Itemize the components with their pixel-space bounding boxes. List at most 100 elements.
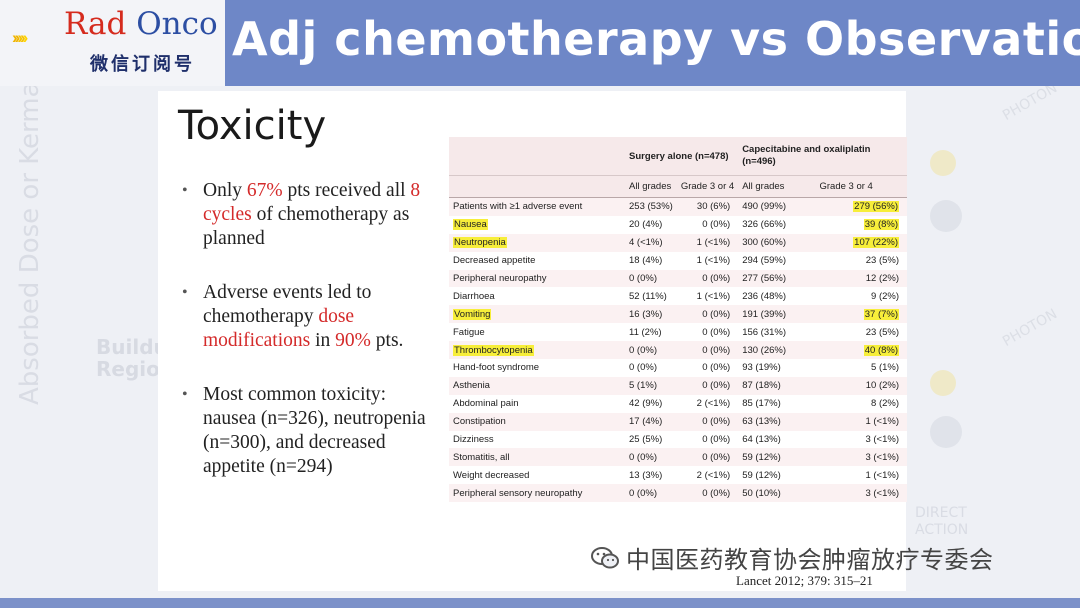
background-circle-2 <box>930 200 962 232</box>
table-cell: 0 (0%) <box>625 341 677 360</box>
bullet-text: of chemotherapy as planned <box>203 204 410 249</box>
table-cell: 8 (2%) <box>815 394 907 413</box>
table-row: Stomatitis, all 0 (0%) 0 (0%) 59 (12%) 3 (<1… <box>449 448 907 467</box>
table-row-label: Peripheral sensory neuropathy <box>449 484 625 503</box>
table-cell: 16 (3%) <box>625 305 677 324</box>
table-cell: 253 (53%) <box>625 197 677 216</box>
logo: ››››› Rad Onco 微信订阅号 <box>0 0 225 86</box>
table-cell: 156 (31%) <box>738 323 816 342</box>
table-row: Patients with ≥1 adverse event 253 (53%) 3… <box>449 197 907 216</box>
table-cell: 0 (0%) <box>676 448 739 467</box>
table-cell: 1 (<1%) <box>815 466 907 485</box>
table-cell: 59 (12%) <box>738 448 816 467</box>
table-group-header-surgery: Surgery alone (n=478) <box>625 137 739 176</box>
cell-value: 0 (0%) <box>702 344 731 356</box>
bullet-text: in <box>310 330 336 351</box>
cell-value: 13 (3%) <box>629 469 663 481</box>
table-cell: 3 (<1%) <box>815 448 907 467</box>
cell-value: 0 (0%) <box>629 362 657 374</box>
table-row: Nausea 20 (4%) 0 (0%) 326 (66%) 39 (8%) <box>449 215 907 234</box>
table-row: Decreased appetite 18 (4%) 1 (<1%) 294 (59%… <box>449 251 907 270</box>
table-cell: 4 (<1%) <box>625 233 677 252</box>
table-cell: 5 (1%) <box>625 376 677 395</box>
row-label-text: Diarrhoea <box>453 290 495 302</box>
cell-value: 3 (<1%) <box>865 451 899 463</box>
cell-value: 50 (10%) <box>742 487 781 499</box>
table-cell: 64 (13%) <box>738 430 816 449</box>
wechat-icon <box>590 546 620 576</box>
table-row-label: Weight decreased <box>449 466 625 485</box>
bullet-item: • Most common toxicity: nausea (n=326), n… <box>180 383 442 479</box>
table-subheader-blank <box>449 175 625 198</box>
watermark-text: 中国医药教育协会肿瘤放疗专委会 <box>626 546 994 574</box>
table-cell: 0 (0%) <box>625 448 677 467</box>
cell-value: 0 (0%) <box>702 380 731 392</box>
cell-value: 23 (5%) <box>865 255 899 267</box>
watermark: 中国医药教育协会肿瘤放疗专委会 <box>590 540 994 576</box>
table-row-label: Stomatitis, all <box>449 448 625 467</box>
bullet-emphasis: 90% <box>335 330 371 351</box>
cell-value: 2 (<1%) <box>696 398 731 410</box>
cell-value: 191 (39%) <box>742 308 787 320</box>
cell-value: 279 (56%) <box>853 201 899 213</box>
table-cell: 0 (0%) <box>676 359 739 377</box>
cell-value: 59 (12%) <box>742 469 781 481</box>
table-cell: 490 (99%) <box>738 197 816 216</box>
table-cell: 0 (0%) <box>676 269 739 288</box>
table-cell: 0 (0%) <box>625 484 677 503</box>
bullet-text: pts received all <box>282 180 411 201</box>
table-row-label: Hand-foot syndrome <box>449 359 625 377</box>
table-cell: 11 (2%) <box>625 323 677 342</box>
cell-value: 490 (99%) <box>742 201 787 213</box>
background-photon-2: PHOTON <box>1000 306 1061 350</box>
table-row-label: Dizziness <box>449 430 625 449</box>
row-label-text: Dizziness <box>453 434 494 446</box>
table-cell: 0 (0%) <box>625 269 677 288</box>
table-cell: 0 (0%) <box>676 305 739 324</box>
cell-value: 253 (53%) <box>629 201 673 213</box>
table-row: Abdominal pain 42 (9%) 2 (<1%) 85 (17%) 8 (2… <box>449 394 907 413</box>
table-row: Vomiting 16 (3%) 0 (0%) 191 (39%) 37 (7%) <box>449 305 907 324</box>
table-cell: 0 (0%) <box>676 341 739 360</box>
cell-value: 0 (0%) <box>702 273 731 284</box>
slide: Toxicity • Only 67% pts received all 8 cy… <box>158 91 907 591</box>
row-label-text: Peripheral sensory neuropathy <box>453 487 583 499</box>
table-row-label: Decreased appetite <box>449 251 625 270</box>
table-row-label: Constipation <box>449 412 625 431</box>
cell-value: 5 (1%) <box>871 362 899 374</box>
cell-value: 64 (13%) <box>742 434 781 446</box>
table-cell: 300 (60%) <box>738 233 816 252</box>
cell-value: 3 (<1%) <box>865 434 899 446</box>
page-title: Adj chemotherapy vs Observation <box>232 12 1080 66</box>
cell-value: 59 (12%) <box>742 451 781 463</box>
cell-value: 93 (19%) <box>742 362 781 374</box>
chevrons-icon: ››››› <box>12 28 28 47</box>
cell-value: 1 (<1%) <box>696 237 731 249</box>
row-label-text: Weight decreased <box>453 469 530 481</box>
table-row-label: Asthenia <box>449 376 625 395</box>
row-label-text: Nausea <box>453 219 488 231</box>
background-circle-4 <box>930 416 962 448</box>
row-label-text: Fatigue <box>453 326 485 338</box>
table-cell: 2 (<1%) <box>676 394 739 413</box>
cell-value: 87 (18%) <box>742 380 781 392</box>
table-cell: 39 (8%) <box>815 215 907 234</box>
cell-value: 16 (3%) <box>629 308 663 320</box>
table-cell: 3 (<1%) <box>815 430 907 449</box>
table-cell: 1 (<1%) <box>815 412 907 431</box>
table-cell: 23 (5%) <box>815 251 907 270</box>
table-cell: 18 (4%) <box>625 251 677 270</box>
table-row: Dizziness 25 (5%) 0 (0%) 64 (13%) 3 (<1%) <box>449 430 907 449</box>
cell-value: 17 (4%) <box>629 416 663 428</box>
row-label-text: Neutropenia <box>453 237 507 249</box>
table-cell: 326 (66%) <box>738 215 816 234</box>
table-row: Thrombocytopenia 0 (0%) 0 (0%) 130 (26%) 40 … <box>449 341 907 360</box>
table-cell: 279 (56%) <box>815 197 907 216</box>
table-group-header-capox: Capecitabine and oxaliplatin (n=496) <box>738 137 907 176</box>
table-cell: 20 (4%) <box>625 215 677 234</box>
table-cell: 107 (22%) <box>815 233 907 252</box>
table-cell: 59 (12%) <box>738 466 816 485</box>
cell-value: 326 (66%) <box>742 219 787 231</box>
table-cell: 13 (3%) <box>625 466 677 485</box>
cell-value: 0 (0%) <box>702 451 731 463</box>
